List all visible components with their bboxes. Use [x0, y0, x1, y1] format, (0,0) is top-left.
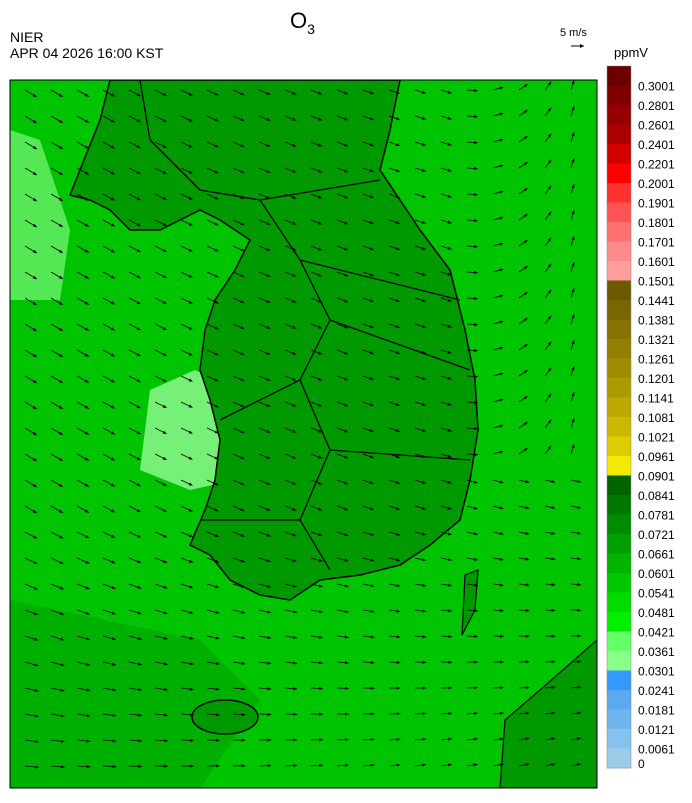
colorbar-label: 0.0901 — [638, 470, 675, 484]
colorbar-label: 0.0061 — [638, 743, 675, 757]
colorbar-label: 0.1381 — [638, 314, 675, 328]
colorbar-label: 0.1201 — [638, 372, 675, 386]
colorbar-label: 0.1701 — [638, 236, 675, 250]
colorbar-cell — [607, 495, 631, 515]
colorbar-cell — [607, 144, 631, 164]
colorbar-cell — [607, 281, 631, 301]
vector-scale: 5 m/s — [560, 27, 587, 39]
title-base: O — [290, 8, 307, 33]
colorbar-cell — [607, 125, 631, 145]
colorbar-label: 0.1901 — [638, 197, 675, 211]
colorbar-cell — [607, 66, 631, 86]
colorbar-label: 0.0781 — [638, 509, 675, 523]
colorbar-cell — [607, 534, 631, 554]
colorbar-label: 0 — [638, 757, 645, 771]
colorbar-cell — [607, 651, 631, 671]
colorbar-label: 0.0421 — [638, 626, 675, 640]
colorbar-label: 0.2801 — [638, 99, 675, 113]
colorbar-cell — [607, 593, 631, 613]
colorbar-label: 0.1801 — [638, 216, 675, 230]
colorbar-label: 0.1081 — [638, 411, 675, 425]
colorbar-label: 0.0721 — [638, 528, 675, 542]
colorbar-label: 0.3001 — [638, 80, 675, 94]
colorbar-cell — [607, 339, 631, 359]
unit: ppmV — [614, 45, 648, 60]
colorbar-label: 0.0301 — [638, 665, 675, 679]
colorbar-label: 0.0361 — [638, 645, 675, 659]
colorbar-cell — [607, 300, 631, 320]
colorbar-label: 0.0541 — [638, 587, 675, 601]
colorbar-cell — [607, 398, 631, 418]
colorbar-cell — [607, 183, 631, 203]
colorbar-cell — [607, 554, 631, 574]
colorbar-cell — [607, 359, 631, 379]
colorbar-label: 0.1501 — [638, 275, 675, 289]
colorbar-label: 0.2601 — [638, 119, 675, 133]
colorbar-cell — [607, 86, 631, 106]
colorbar-cell — [607, 456, 631, 476]
colorbar: 0.3001 0.2801 0.2601 0.2401 0.2201 0.2001 0.19… — [607, 66, 675, 771]
colorbar-cell — [607, 729, 631, 749]
colorbar-cell — [607, 378, 631, 398]
colorbar-cell — [607, 242, 631, 262]
colorbar-cell — [607, 417, 631, 437]
source: NIER — [10, 29, 43, 45]
jeju — [192, 700, 258, 734]
colorbar-label: 0.0121 — [638, 723, 675, 737]
colorbar-cell — [607, 612, 631, 632]
colorbar-label: 0.1021 — [638, 431, 675, 445]
colorbar-label: 0.2401 — [638, 138, 675, 152]
colorbar-cell — [607, 690, 631, 710]
colorbar-cell — [607, 261, 631, 281]
title-subscript: 3 — [307, 21, 315, 37]
colorbar-cell — [607, 164, 631, 184]
colorbar-label: 0.0481 — [638, 606, 675, 620]
colorbar-cell — [607, 573, 631, 593]
colorbar-label: 0.2201 — [638, 158, 675, 172]
colorbar-label: 0.0661 — [638, 548, 675, 562]
colorbar-label: 0.0841 — [638, 489, 675, 503]
colorbar-label: 0.1261 — [638, 353, 675, 367]
colorbar-cell — [607, 203, 631, 223]
colorbar-label: 0.0241 — [638, 684, 675, 698]
colorbar-cell — [607, 222, 631, 242]
colorbar-label: 0.1601 — [638, 255, 675, 269]
colorbar-label: 0.1321 — [638, 333, 675, 347]
title: O3 — [290, 8, 315, 37]
timestamp: APR 04 2026 16:00 KST — [10, 45, 164, 61]
colorbar-label: 0.0601 — [638, 567, 675, 581]
colorbar-cell — [607, 749, 631, 769]
colorbar-label: 0.0961 — [638, 450, 675, 464]
map — [10, 80, 597, 788]
colorbar-cell — [607, 671, 631, 691]
colorbar-cell — [607, 320, 631, 340]
colorbar-cell — [607, 437, 631, 457]
colorbar-cell — [607, 632, 631, 652]
colorbar-cell — [607, 476, 631, 496]
colorbar-cell — [607, 515, 631, 535]
colorbar-label: 0.1141 — [638, 392, 674, 406]
colorbar-cell — [607, 710, 631, 730]
colorbar-label: 0.2001 — [638, 177, 675, 191]
colorbar-label: 0.1441 — [638, 294, 675, 308]
scale-arrow-head — [580, 44, 584, 48]
colorbar-label: 0.0181 — [638, 704, 675, 718]
colorbar-cell — [607, 105, 631, 125]
